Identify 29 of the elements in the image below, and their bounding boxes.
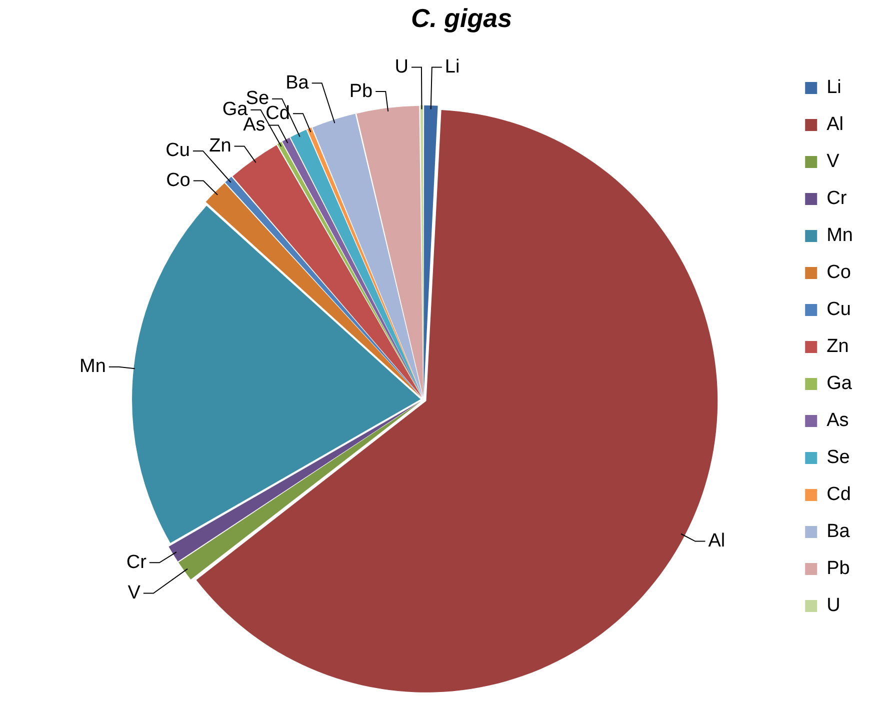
slice-label: V [128, 582, 141, 604]
slice-label: Cr [126, 552, 148, 573]
legend-label: Cd [826, 484, 851, 506]
legend-label: Al [826, 114, 844, 136]
legend-label: Pb [826, 558, 850, 580]
slice-label: Cd [266, 102, 290, 124]
slice-label: Li [444, 56, 460, 78]
chart-title: C. gigas [410, 2, 512, 33]
slice-label: Mn [79, 356, 106, 378]
slice-label: As [243, 114, 266, 136]
slice-label: Al [708, 530, 726, 552]
legend-label: Zn [826, 336, 849, 358]
slice-label: Ba [286, 72, 310, 94]
slice-label: Cu [166, 140, 190, 162]
slice-label: U [394, 56, 408, 78]
slice-label: Co [166, 170, 190, 192]
legend-label: Cr [826, 188, 848, 210]
legend-label: Co [826, 262, 851, 284]
legend-label: Ba [826, 521, 850, 542]
legend-label: V [826, 151, 840, 172]
legend-label: Cu [826, 299, 851, 320]
legend-label: Mn [826, 225, 854, 246]
slice-label: Pb [349, 80, 373, 102]
legend-label: Ga [826, 373, 852, 394]
legend-label: As [826, 410, 849, 432]
slice-label: Zn [209, 135, 232, 156]
legend-label: U [826, 595, 840, 616]
legend-label: Se [826, 447, 850, 468]
legend-label: Li [826, 77, 842, 98]
